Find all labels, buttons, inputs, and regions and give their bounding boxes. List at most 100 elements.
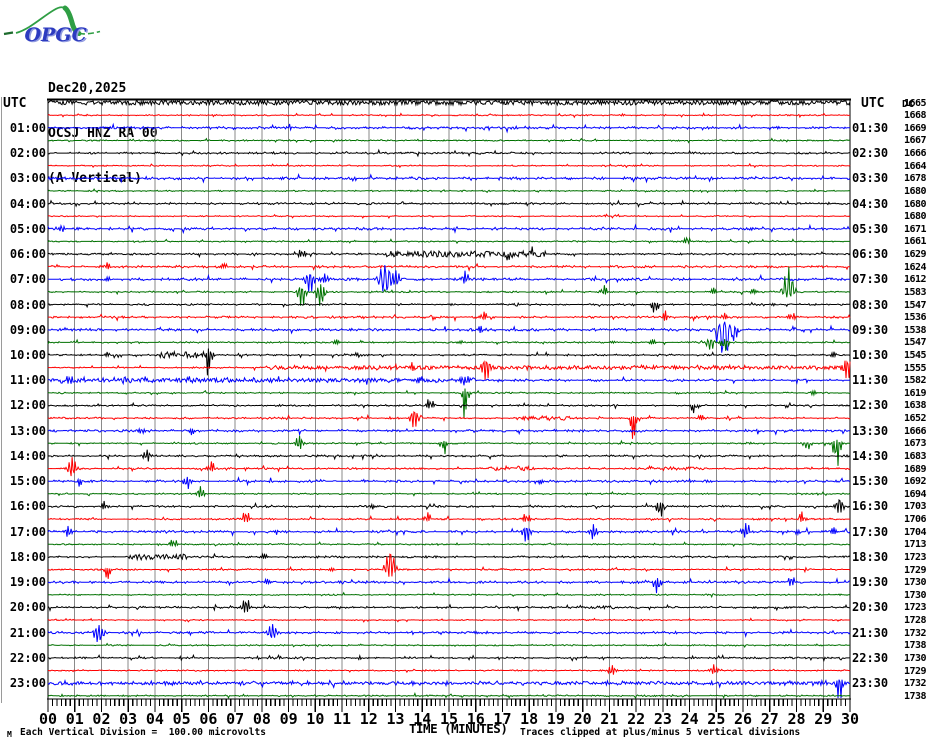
minute-label: 30 (840, 710, 860, 728)
dc-value: 1738 (904, 640, 927, 652)
dc-value: 1547 (904, 337, 927, 349)
trace-08:30 (48, 310, 851, 323)
trace-02:00 (47, 148, 851, 158)
dc-value: 1738 (904, 690, 927, 702)
trace-13:00 (48, 427, 850, 437)
dc-value: 1555 (904, 362, 927, 374)
right-time-label: 15:30 (852, 474, 889, 489)
right-time-label: 12:30 (852, 398, 889, 413)
right-time-label: 07:30 (852, 272, 889, 287)
left-time-label: 05:00 (9, 221, 46, 236)
minute-label: 01 (65, 710, 84, 728)
minute-label: 12 (359, 710, 378, 728)
trace-15:00 (47, 476, 850, 490)
minute-label: 07 (226, 710, 245, 728)
dc-value: 1723 (904, 551, 927, 563)
dc-value: 1638 (904, 400, 927, 412)
trace-03:30 (47, 188, 851, 194)
minute-label: 00 (38, 710, 58, 728)
right-time-label: 20:30 (852, 600, 889, 615)
trace-04:00 (47, 199, 850, 208)
left-time-label: 06:00 (9, 247, 46, 262)
trace-17:30 (47, 539, 851, 548)
trace-09:00 (47, 321, 851, 353)
minute-label: 18 (520, 710, 539, 728)
trace-22:30 (48, 664, 851, 675)
dc-value: 1583 (904, 286, 927, 298)
minute-label: 21 (600, 710, 619, 728)
dc-value: 1545 (904, 350, 927, 361)
trace-03:00 (47, 172, 851, 184)
right-time-label: 16:30 (852, 499, 889, 514)
dc-value: 1728 (904, 615, 927, 627)
trace-21:30 (47, 642, 851, 648)
dc-value: 1664 (904, 160, 927, 172)
dc-value: 1694 (904, 488, 927, 500)
dc-value: 1665 (904, 97, 927, 109)
dc-value: 1671 (904, 223, 927, 235)
dc-value: 1680 (904, 211, 927, 223)
left-time-label: 02:00 (9, 146, 46, 161)
dc-value: 1680 (904, 185, 927, 197)
right-time-label: 01:30 (852, 120, 889, 135)
x-axis-title: TIME (MINUTES) (409, 721, 508, 736)
dc-value: 1732 (904, 678, 927, 690)
right-time-label: 13:30 (852, 423, 889, 438)
right-time-label: 22:30 (852, 650, 889, 665)
dc-value: 1668 (904, 110, 927, 122)
left-time-label: 21:00 (9, 625, 46, 640)
trace-12:00 (47, 399, 851, 414)
left-time-label: 10:00 (9, 348, 46, 362)
trace-02:30 (47, 162, 851, 169)
dc-value: 1538 (904, 324, 927, 336)
right-axis-title: UTC (861, 96, 885, 111)
logo-ridge-line (15, 6, 66, 34)
trace-06:30 (47, 261, 850, 272)
minute-label: 17 (493, 710, 512, 728)
dc-column-header: DC (902, 99, 915, 110)
dc-value: 1669 (904, 122, 927, 134)
minute-label: 23 (653, 710, 672, 728)
left-time-label: 17:00 (9, 524, 46, 539)
right-time-label: 14:30 (852, 448, 889, 463)
trace-10:30 (47, 360, 851, 380)
left-time-label: 22:00 (9, 650, 46, 665)
trace-04:30 (47, 213, 851, 220)
dc-value: 1706 (904, 514, 927, 526)
trace-14:00 (47, 449, 851, 462)
dc-value: 1683 (904, 450, 927, 462)
right-time-label: 05:30 (852, 221, 889, 236)
trace-21:00 (47, 624, 851, 643)
dc-value: 1667 (904, 135, 927, 147)
minute-label: 06 (199, 710, 218, 728)
trace-17:00 (47, 523, 851, 542)
minute-label: 09 (279, 710, 298, 728)
clipping-footnote: Traces clipped at plus/minus 5 vertical … (520, 727, 801, 738)
left-time-label: 11:00 (9, 373, 46, 388)
trace-16:00 (48, 499, 851, 517)
trace-14:30 (48, 457, 851, 477)
right-time-label: 03:30 (852, 171, 889, 186)
trace-11:30 (47, 388, 851, 419)
trace-00:30 (47, 112, 850, 119)
right-time-label: 08:30 (852, 297, 889, 312)
left-time-label: 09:00 (9, 322, 46, 337)
minute-label: 26 (734, 710, 753, 728)
trace-19:00 (47, 576, 851, 594)
trace-20:00 (47, 600, 851, 613)
minute-label: 24 (680, 710, 699, 728)
minute-label: 08 (252, 710, 271, 728)
minute-label: 16 (466, 710, 485, 728)
trace-06:00 (47, 246, 851, 261)
dc-value: 1723 (904, 602, 927, 614)
dc-value: 1689 (904, 463, 927, 475)
right-time-label: 19:30 (852, 575, 889, 590)
right-time-label: 06:30 (852, 247, 889, 262)
trace-22:00 (48, 653, 850, 663)
dc-value: 1732 (904, 627, 927, 639)
left-time-label: 15:00 (9, 474, 46, 489)
dc-value: 1624 (904, 261, 927, 273)
dc-value: 1713 (904, 539, 927, 551)
trace-18:00 (48, 552, 851, 562)
logo-text: OPGC (25, 24, 87, 46)
